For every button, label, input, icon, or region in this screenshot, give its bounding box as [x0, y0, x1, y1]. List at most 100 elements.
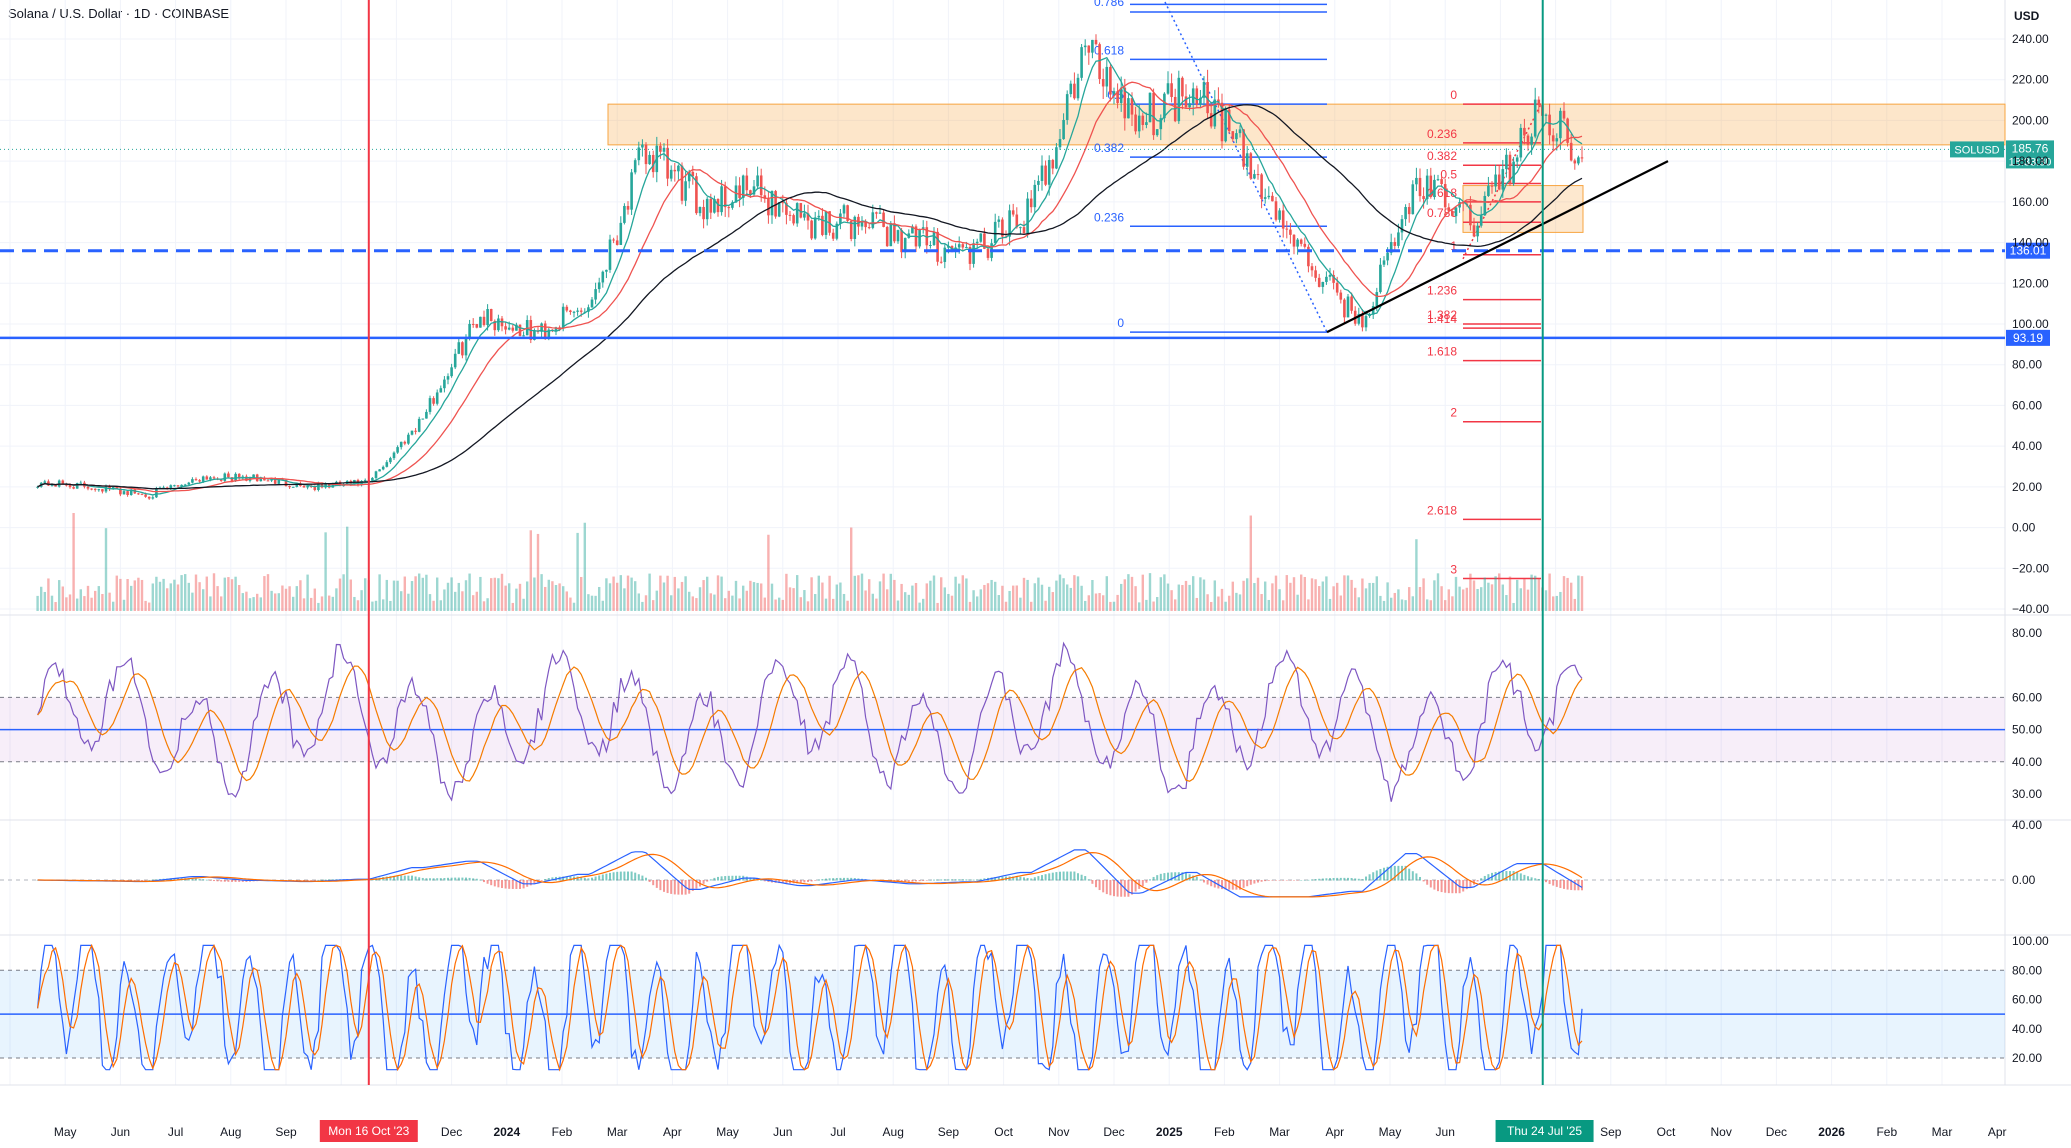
- macd-histogram-bar: [457, 877, 460, 881]
- macd-histogram-bar: [601, 874, 604, 881]
- trendline-layer[interactable]: [1326, 160, 1669, 334]
- fib-blue-label: 0.786: [1094, 0, 1124, 9]
- volume-bar: [691, 596, 694, 611]
- candle-body: [1152, 92, 1155, 136]
- macd-histogram-bar: [1386, 866, 1389, 881]
- candle-body: [889, 223, 893, 247]
- volume-bar: [194, 574, 198, 611]
- volume-bar: [1570, 582, 1573, 611]
- volume-bar: [418, 573, 421, 611]
- macd-histogram-bar: [1235, 880, 1238, 890]
- macd-histogram-bar: [547, 878, 550, 881]
- volume-bar: [655, 590, 658, 611]
- volume-bar: [1490, 584, 1494, 611]
- candle-body: [1433, 179, 1436, 198]
- macd-histogram-bar: [569, 876, 572, 881]
- volume-bar: [1408, 587, 1411, 611]
- candle-body: [623, 205, 626, 223]
- candle-body: [1285, 228, 1289, 230]
- macd-histogram-bar: [922, 880, 925, 881]
- volume-bar: [702, 580, 705, 611]
- volume-bar: [1476, 588, 1479, 611]
- volume-bar: [140, 579, 144, 611]
- candle-body: [284, 479, 288, 487]
- price-tick-label: 180.00: [2012, 154, 2049, 168]
- candle-body: [443, 379, 446, 389]
- volume-bar: [698, 587, 702, 611]
- volume-bar: [1202, 579, 1206, 611]
- volume-bar: [875, 598, 878, 611]
- candle-body: [507, 327, 511, 330]
- candle-body: [770, 191, 774, 216]
- volume-bar: [1066, 584, 1069, 611]
- volume-bar: [238, 584, 241, 611]
- macd-histogram-bar: [763, 880, 766, 882]
- candle-body: [1296, 239, 1299, 247]
- macd-histogram-bar: [1307, 879, 1310, 881]
- macd-histogram-bar: [443, 877, 446, 881]
- candle-body: [713, 198, 716, 213]
- volume-bar: [1181, 585, 1184, 611]
- volume-bar: [824, 598, 828, 611]
- candle-body: [885, 226, 889, 247]
- candle-body: [194, 479, 198, 481]
- macd-histogram-bar: [1087, 879, 1090, 881]
- date-tick-label: Nov: [1048, 1125, 1069, 1139]
- volume-bar: [468, 573, 471, 611]
- volume-bar: [353, 596, 356, 611]
- candle-body: [1022, 227, 1026, 234]
- currency-label: USD: [2014, 9, 2040, 23]
- candle-body: [137, 493, 140, 495]
- volume-bar: [623, 588, 626, 611]
- macd-tick-label: 40.00: [2012, 818, 2042, 832]
- volume-bar: [677, 588, 680, 611]
- candle-body: [1494, 174, 1497, 187]
- candle-body: [641, 144, 644, 148]
- date-tick-label: Jun: [773, 1125, 792, 1139]
- candle-body: [979, 233, 983, 242]
- volume-bar: [1411, 596, 1414, 611]
- macd-histogram-bar: [1559, 880, 1562, 889]
- macd-histogram-bar: [1350, 878, 1353, 881]
- volume-bar: [904, 592, 907, 611]
- candle-body: [61, 480, 65, 485]
- volume-bar: [1130, 576, 1134, 611]
- macd-histogram-bar: [1289, 880, 1292, 881]
- date-tick-label: Jul: [830, 1125, 845, 1139]
- volume-bar: [1030, 601, 1033, 611]
- volume-bar: [1580, 576, 1584, 611]
- candle-body: [1332, 274, 1335, 283]
- fib-red-label: 0: [1450, 88, 1457, 102]
- volume-bar: [292, 596, 295, 611]
- volume-bar: [659, 575, 662, 611]
- volume-bar: [209, 596, 212, 611]
- volume-bar: [990, 579, 993, 611]
- candle-body: [965, 246, 968, 248]
- macd-histogram-bar: [1314, 879, 1317, 881]
- volume-bar: [1526, 589, 1530, 611]
- macd-histogram-bar: [645, 877, 647, 881]
- volume-bar: [1397, 589, 1400, 611]
- volume-bar: [1069, 587, 1072, 611]
- macd-histogram-bar: [1044, 874, 1047, 881]
- volume-bar: [378, 574, 381, 611]
- macd-histogram-bar: [738, 875, 741, 881]
- volume-bar: [119, 578, 122, 611]
- volume-bar: [508, 583, 511, 611]
- candle-body: [1195, 88, 1199, 105]
- macd-histogram-bar: [450, 877, 453, 881]
- candle-body: [1418, 177, 1422, 197]
- volume-bar: [896, 600, 900, 611]
- volume-bar: [1368, 582, 1371, 611]
- macd-histogram-bar: [447, 877, 449, 881]
- macd-histogram-bar: [421, 877, 424, 881]
- macd-histogram-bar: [1570, 880, 1573, 891]
- volume-bar: [770, 583, 774, 611]
- macd-histogram-bar: [497, 880, 500, 888]
- candle-body: [1166, 83, 1170, 94]
- fib-red-label: 2: [1450, 406, 1457, 420]
- last-price-tag: [2006, 140, 2054, 169]
- volume-bar: [947, 593, 950, 611]
